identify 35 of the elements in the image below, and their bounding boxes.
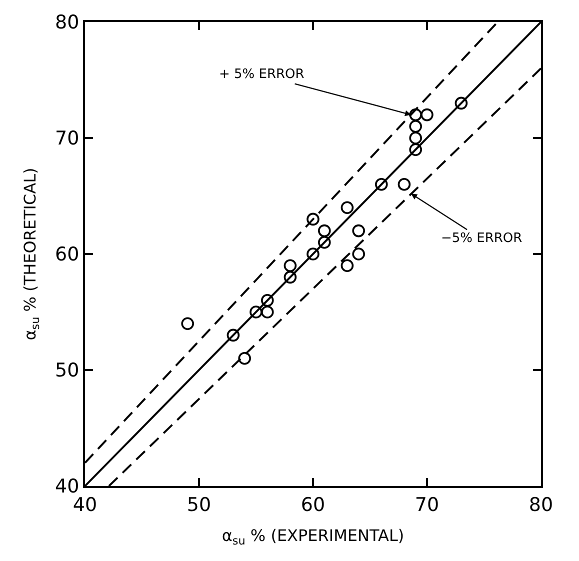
point: [454, 96, 468, 110]
y-tick-label: 80: [55, 12, 80, 34]
point: [375, 178, 388, 191]
annotation: −5% ERROR: [441, 231, 522, 246]
x-axis-title: α$_{su}$ % (EXPERIMENTAL): [222, 526, 404, 548]
point: [226, 328, 240, 342]
point: [340, 201, 354, 214]
point: [409, 120, 422, 133]
point: [420, 108, 434, 122]
point: [250, 306, 262, 318]
point: [284, 259, 297, 272]
point: [261, 294, 274, 307]
point: [409, 132, 422, 144]
point: [284, 270, 297, 284]
point: [238, 352, 251, 365]
point: [398, 178, 411, 191]
point: [409, 108, 422, 122]
y-tick-label: 50: [55, 360, 80, 382]
point: [352, 248, 365, 260]
point: [352, 224, 365, 238]
annotation: + 5% ERROR: [219, 67, 304, 82]
y-tick-label: 60: [55, 244, 80, 266]
x-tick-label: 80: [528, 494, 554, 516]
point: [409, 143, 422, 156]
point: [306, 248, 320, 260]
point: [318, 236, 331, 249]
x-tick-label: 50: [186, 494, 212, 516]
point: [261, 306, 274, 318]
y-tick-label: 70: [55, 128, 80, 150]
point: [340, 259, 354, 272]
x-tick-label: 60: [300, 494, 326, 516]
x-tick-label: 70: [414, 494, 440, 516]
point: [318, 224, 331, 238]
point: [306, 212, 320, 226]
point: [181, 317, 194, 330]
